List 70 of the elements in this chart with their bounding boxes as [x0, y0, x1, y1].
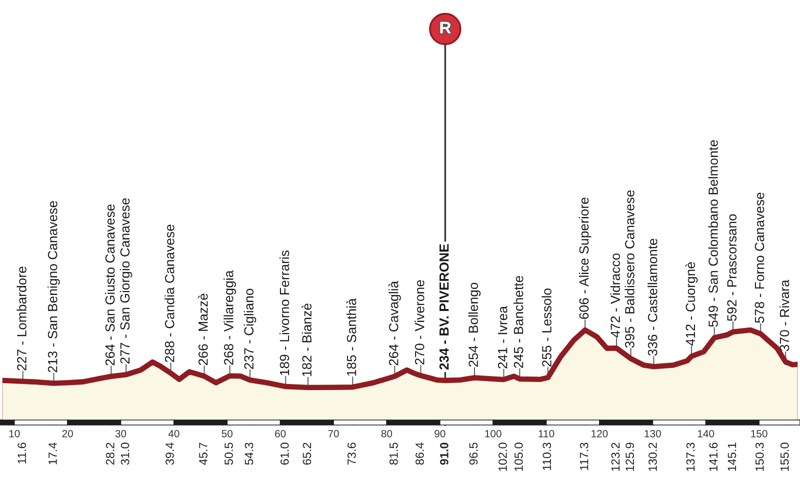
data-label: 254 - Bollengo: [468, 282, 481, 367]
x-tick-label: 81.5: [389, 442, 398, 465]
x2-tick-label: 80: [381, 430, 392, 438]
x-tick-label: 65.2: [302, 442, 312, 465]
x2-tick-label: 40: [168, 430, 180, 438]
data-label: 277 - San Giorgio Canavese: [120, 198, 132, 364]
data-label: 264 - Cavaglià: [388, 280, 401, 366]
data-label: 237 - Cigliano: [244, 288, 256, 369]
x-tick-label: 96.5: [469, 442, 478, 465]
x-tick-label: 17.4: [48, 442, 57, 464]
data-label: 189 - Livorno Ferraris: [279, 250, 290, 376]
data-label: 264 - San Giusto Canavese: [105, 204, 115, 366]
data-label: 606 - Alice Superiore: [578, 198, 592, 319]
data-label: 266 - Mazzè: [198, 294, 208, 366]
x-tick-label: 102.0: [498, 442, 507, 471]
data-label: 227 - Lombardore: [16, 266, 26, 370]
x2-tick-label: 20: [62, 430, 73, 438]
x2-tick-label: 50: [222, 430, 233, 438]
x-tick-label: 110.3: [542, 442, 552, 470]
x-tick-label: 125.9: [626, 442, 634, 471]
data-label: 255 - Lessolo: [542, 288, 552, 367]
x-tick-label: 31.0: [120, 442, 130, 465]
x2-tick-label: 110: [538, 430, 554, 438]
x-tick-label: 39.4: [166, 442, 174, 465]
data-label: 395 - Baldissero Canavese: [624, 190, 634, 348]
x-tick-label: 45.7: [199, 442, 208, 465]
data-label: 270 - Viverone: [414, 280, 424, 364]
data-label: 370 - Rivara: [779, 280, 790, 352]
x2-tick-label: 30: [115, 430, 126, 438]
x2-tick-label: 70: [328, 430, 339, 438]
data-label: 336 - Castellamonte: [648, 238, 658, 356]
data-label: 234 - BV. PIVERONE: [439, 244, 449, 370]
data-label: 245 - Banchette: [514, 276, 524, 368]
x-tick-label: 11.6: [18, 442, 26, 464]
data-label: 549 - San Colombano Belmonte: [708, 140, 718, 327]
x-tick-label: 28.2: [106, 442, 114, 465]
ref-line-label: R: [440, 22, 451, 34]
data-label: 182 - Bianzè: [302, 304, 312, 376]
x-tick-label: 117.3: [580, 442, 588, 470]
data-label: 268 - Villareggia: [224, 270, 236, 365]
x-tick-label: 91.0: [440, 442, 448, 465]
x-tick-label: 155.0: [780, 442, 789, 471]
x2-tick-label: 120: [592, 430, 608, 438]
x-tick-label: 61.0: [280, 442, 289, 465]
x-tick-label: 141.6: [709, 442, 718, 471]
data-label: 472 - Vidracco: [610, 253, 620, 338]
x2-tick-label: 130: [644, 430, 661, 438]
x-tick-label: 86.4: [416, 442, 424, 465]
x-tick-label: 145.1: [728, 442, 736, 471]
x2-tick-label: 90: [434, 430, 446, 438]
data-label: 241 - Ivrea: [498, 306, 508, 368]
data-label: 578 - Forno Canavese: [754, 192, 764, 323]
x-tick-label: 123.2: [611, 442, 620, 471]
data-label: 185 - Santhià: [346, 298, 356, 376]
x-tick-label: 105.0: [514, 442, 523, 471]
x-tick-label: 54.3: [244, 442, 254, 465]
x2-tick-label: 140: [698, 430, 714, 438]
x2-tick-label: 100: [485, 430, 502, 438]
data-label: 213 - San Benigno Canavese: [48, 201, 60, 372]
x2-tick-label: 150: [751, 430, 768, 438]
x2-tick-label: 10: [9, 430, 20, 438]
x-tick-label: 50.5: [224, 442, 233, 465]
data-label: 592 - Prascorsano: [727, 214, 737, 321]
x2-tick-label: 60: [275, 430, 286, 438]
x-tick-label: 73.6: [347, 442, 356, 465]
x-tick-label: 130.2: [648, 442, 657, 471]
x-tick-label: 137.3: [686, 442, 695, 471]
data-label: 288 - Candia Canavese: [164, 224, 174, 362]
data-label: 412 - Cuorgnè: [685, 262, 698, 346]
x-tick-label: 150.3: [755, 442, 764, 471]
